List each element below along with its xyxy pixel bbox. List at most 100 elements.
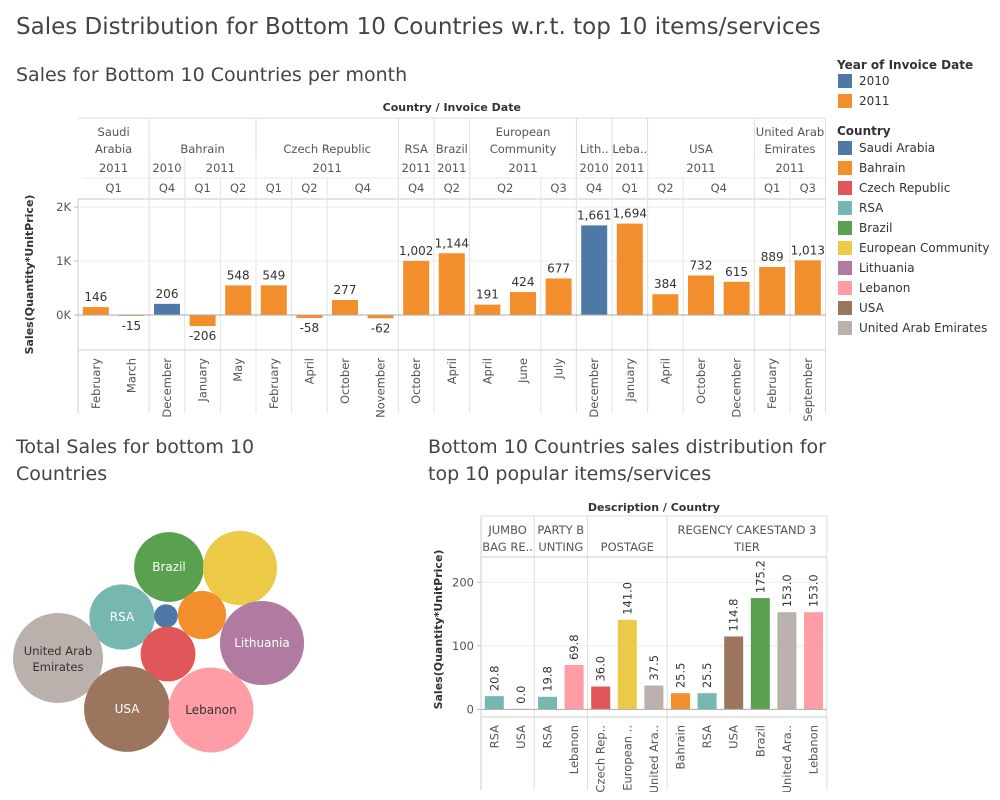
month-label: September: [801, 358, 815, 422]
quarter-header-label: Q1: [105, 181, 121, 195]
month-label: October: [409, 358, 423, 404]
month-label: December: [160, 358, 174, 418]
bar-value-label: 732: [690, 258, 713, 272]
year-header-label: 2011: [206, 161, 235, 175]
quarter-header-label: Q4: [586, 181, 602, 195]
dashboard-title: Sales Distribution for Bottom 10 Countri…: [16, 14, 821, 40]
legend-label: USA: [859, 301, 884, 315]
country-bubble: [154, 604, 178, 628]
monthly-chart-title: Sales for Bottom 10 Countries per month: [16, 64, 408, 86]
month-label: March: [124, 358, 138, 393]
item-header-label: PARTY B: [537, 523, 584, 537]
bubble-label: Emirates: [32, 660, 83, 674]
year-legend-item[interactable]: 2011: [838, 94, 890, 108]
sales-bar: [652, 294, 679, 315]
sales-bar: [225, 285, 252, 315]
country-legend-item[interactable]: United Arab Emirates: [838, 321, 987, 335]
month-label: April: [302, 358, 316, 384]
legend-label: Lebanon: [859, 281, 911, 295]
bar-value-label: 25.5: [674, 663, 688, 689]
y-tick-label: 100: [452, 639, 474, 653]
country-axis-label: USA: [727, 725, 741, 749]
item-sales-bar: [617, 619, 637, 710]
bar-value-label: 1,694: [613, 207, 647, 221]
country-header-label: Leba..: [612, 142, 647, 156]
year-legend-item[interactable]: 2010: [838, 74, 890, 88]
legend-swatch: [838, 161, 852, 175]
bar-value-label: 677: [547, 261, 570, 275]
country-header-label: Community: [490, 142, 557, 156]
bar-value-label: 146: [84, 290, 107, 304]
header-title: Country / Invoice Date: [383, 101, 521, 114]
month-label: December: [587, 358, 601, 418]
bar-value-label: 1,661: [577, 208, 611, 222]
year-legend-title: Year of Invoice Date: [837, 58, 974, 72]
sales-bar: [759, 267, 786, 315]
bar-value-label: -15: [122, 319, 142, 333]
country-header-label: Emirates: [764, 142, 815, 156]
sales-bar: [260, 285, 287, 315]
country-axis-label: RSA: [487, 725, 501, 749]
country-legend-item[interactable]: USA: [838, 301, 884, 315]
bubble-label: United Arab: [24, 644, 92, 658]
country-header-label: European: [496, 125, 551, 139]
bar-value-label: 548: [227, 268, 250, 282]
bar-value-label: 277: [334, 283, 357, 297]
country-header-label: RSA: [405, 142, 429, 156]
country-header-label: Bahrain: [180, 142, 224, 156]
month-label: October: [338, 358, 352, 404]
bubble-label: Brazil: [152, 560, 186, 574]
bar-value-label: 19.8: [541, 666, 555, 692]
item-sales-bar: [804, 612, 823, 710]
item-sales-bar: [564, 665, 584, 710]
month-label: May: [231, 358, 245, 382]
quarter-header-label: Q2: [230, 181, 246, 195]
sales-bar: [581, 225, 608, 315]
country-axis-label: European ..: [620, 725, 634, 791]
country-legend-item[interactable]: Czech Republic: [838, 181, 950, 195]
legend-label: Brazil: [859, 221, 893, 235]
quarter-header-label: Q3: [550, 181, 566, 195]
country-header-label: Saudi: [98, 125, 130, 139]
bar-value-label: 175.2: [753, 560, 767, 593]
bar-value-label: 191: [476, 288, 499, 302]
item-header-label: BAG RE..: [482, 540, 533, 554]
month-label: February: [765, 358, 779, 409]
country-header-label: United Arab: [756, 125, 824, 139]
legend-panel: Year of Invoice Date 2010 2011 Country Sa…: [836, 56, 1000, 346]
bar-value-label: 384: [654, 277, 677, 291]
year-header-label: 2011: [437, 161, 466, 175]
country-axis-label: RSA: [700, 725, 714, 749]
country-legend-item[interactable]: Lithuania: [838, 261, 915, 275]
bar-value-label: 1,144: [435, 236, 469, 250]
country-axis-label: USA: [514, 725, 528, 749]
country-legend-item[interactable]: Saudi Arabia: [838, 141, 935, 155]
legend-label: RSA: [859, 201, 884, 215]
country-legend-item[interactable]: Brazil: [838, 221, 893, 235]
country-legend-item[interactable]: Lebanon: [838, 281, 910, 295]
country-bubble: [219, 600, 305, 686]
sales-bar: [438, 253, 465, 315]
y-tick-label: 0: [467, 702, 474, 716]
country-axis-label: United Ara..: [780, 725, 794, 792]
item-header-label: UNTING: [538, 540, 583, 554]
legend-swatch: [838, 241, 852, 255]
sales-bar: [723, 281, 750, 315]
item-sales-bar: [671, 693, 690, 710]
country-axis-label: United Ara..: [647, 725, 661, 792]
country-legend-item[interactable]: European Community: [838, 241, 989, 255]
item-sales-bar: [484, 696, 504, 710]
legend-swatch: [838, 321, 852, 335]
bubble-chart-title: Total Sales for bottom 10 Countries: [16, 436, 255, 485]
bar-value-label: -206: [189, 329, 216, 343]
country-bubble: [168, 667, 254, 753]
bar-value-label: 0.0: [514, 686, 528, 704]
bar-value-label: -62: [371, 321, 391, 335]
sales-bar: [367, 314, 394, 319]
year-header-label: 2011: [99, 161, 128, 175]
country-legend-item[interactable]: Bahrain: [838, 161, 905, 175]
month-label: February: [267, 358, 281, 409]
legend-swatch: [838, 181, 852, 195]
country-legend-item[interactable]: RSA: [838, 201, 883, 215]
bar-value-label: 36.0: [594, 656, 608, 682]
